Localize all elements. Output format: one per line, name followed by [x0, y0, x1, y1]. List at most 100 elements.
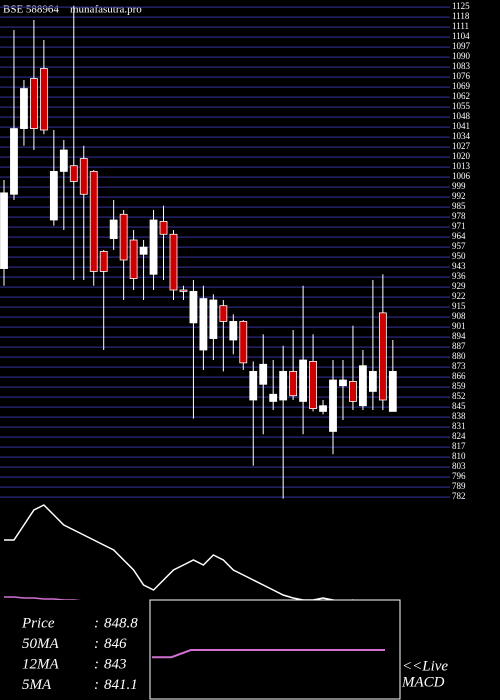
candle-body	[119, 213, 128, 261]
candle-body	[229, 321, 238, 341]
candle-body	[99, 251, 108, 272]
info-label: 12MA	[22, 656, 59, 672]
y-tick-label: 1125	[452, 1, 470, 11]
candle-body	[349, 381, 357, 402]
candle-body	[219, 305, 228, 322]
y-tick-label: 922	[452, 291, 466, 301]
info-sep: :	[94, 677, 99, 693]
candle-body	[309, 361, 317, 409]
y-tick-label: 1083	[452, 61, 471, 71]
candle-body	[359, 365, 367, 407]
y-tick-label: 971	[452, 221, 466, 231]
candle-body	[20, 88, 28, 129]
y-tick-label: 859	[452, 381, 466, 391]
candle-body	[269, 393, 278, 402]
candle-body	[299, 359, 308, 402]
candle-body	[79, 158, 88, 195]
y-tick-label: 845	[452, 401, 466, 411]
y-tick-label: 894	[452, 331, 466, 341]
candle-body	[69, 165, 78, 182]
y-tick-label: 831	[452, 421, 466, 431]
candle-body	[49, 171, 58, 221]
y-tick-label: 1104	[452, 31, 470, 41]
candle-body	[159, 221, 168, 235]
indicator-line	[4, 504, 393, 606]
macd-label: MACD	[401, 674, 445, 690]
y-tick-label: 950	[452, 251, 466, 261]
candle-body	[169, 233, 178, 291]
y-tick-label: 782	[452, 491, 466, 501]
y-tick-label: 957	[452, 241, 466, 251]
candle-body	[388, 371, 397, 412]
info-sep: :	[94, 636, 99, 652]
y-tick-label: 1048	[452, 111, 471, 121]
y-tick-label: 1111	[452, 21, 469, 31]
candle-body	[149, 219, 158, 275]
y-tick-label: 789	[452, 481, 466, 491]
y-tick-label: 1069	[452, 81, 471, 91]
y-tick-label: 796	[452, 471, 466, 481]
y-tick-label: 929	[452, 281, 466, 291]
y-tick-label: 803	[452, 461, 466, 471]
y-tick-label: 1055	[452, 101, 471, 111]
macd-line	[152, 649, 385, 659]
y-tick-label: 964	[452, 231, 466, 241]
candle-body	[378, 312, 387, 401]
y-tick-label: 866	[452, 371, 466, 381]
y-tick-label: 978	[452, 211, 466, 221]
y-tick-label: 985	[452, 201, 466, 211]
candle-body	[319, 405, 327, 412]
candle-body	[109, 219, 118, 239]
info-sep: :	[94, 656, 99, 672]
live-label: <<Live	[402, 658, 448, 674]
candle-body	[239, 321, 248, 364]
y-tick-label: 1076	[452, 71, 471, 81]
y-tick-label: 817	[452, 441, 466, 451]
y-tick-label: 880	[452, 351, 466, 361]
chart-title: BSE 588964	[3, 4, 59, 16]
candle-body	[59, 149, 68, 172]
y-tick-label: 1090	[452, 51, 471, 61]
candle-body	[259, 363, 268, 385]
candle-body	[279, 371, 288, 401]
info-value: 846	[104, 636, 127, 652]
y-tick-label: 852	[452, 391, 466, 401]
y-tick-label: 873	[452, 361, 466, 371]
y-tick-label: 1034	[452, 131, 471, 141]
candle-body	[10, 128, 18, 195]
candle-body	[289, 371, 298, 397]
candle-body	[329, 379, 337, 432]
y-tick-label: 887	[452, 341, 466, 351]
info-value: 848.8	[104, 615, 138, 631]
chart-subtitle: munafasutra.pro	[70, 4, 142, 16]
y-tick-label: 908	[452, 311, 466, 321]
y-tick-label: 915	[452, 301, 466, 311]
y-tick-label: 992	[452, 191, 466, 201]
info-value: 841.1	[104, 677, 138, 693]
info-value: 843	[104, 656, 127, 672]
y-tick-label: 1041	[452, 121, 470, 131]
candle-body	[368, 371, 377, 392]
y-tick-label: 1020	[452, 151, 471, 161]
y-tick-label: 901	[452, 321, 466, 331]
y-tick-label: 838	[452, 411, 466, 421]
candle-body	[129, 239, 138, 279]
candle-body	[139, 246, 148, 255]
candle-body	[89, 171, 98, 272]
info-label: 5MA	[22, 677, 52, 693]
y-tick-label: 1006	[452, 171, 471, 181]
y-tick-label: 1013	[452, 161, 471, 171]
y-tick-label: 1062	[452, 91, 470, 101]
y-tick-label: 810	[452, 451, 466, 461]
info-box	[0, 600, 150, 699]
info-label: 50MA	[22, 636, 59, 652]
y-tick-label: 943	[452, 261, 466, 271]
info-sep: :	[94, 615, 99, 631]
candle-body	[39, 68, 48, 131]
candle-body	[199, 298, 208, 351]
candle-body	[0, 192, 8, 269]
y-tick-label: 936	[452, 271, 466, 281]
y-tick-label: 1097	[452, 41, 471, 51]
candle-body	[30, 78, 38, 129]
candle-body	[249, 371, 258, 401]
